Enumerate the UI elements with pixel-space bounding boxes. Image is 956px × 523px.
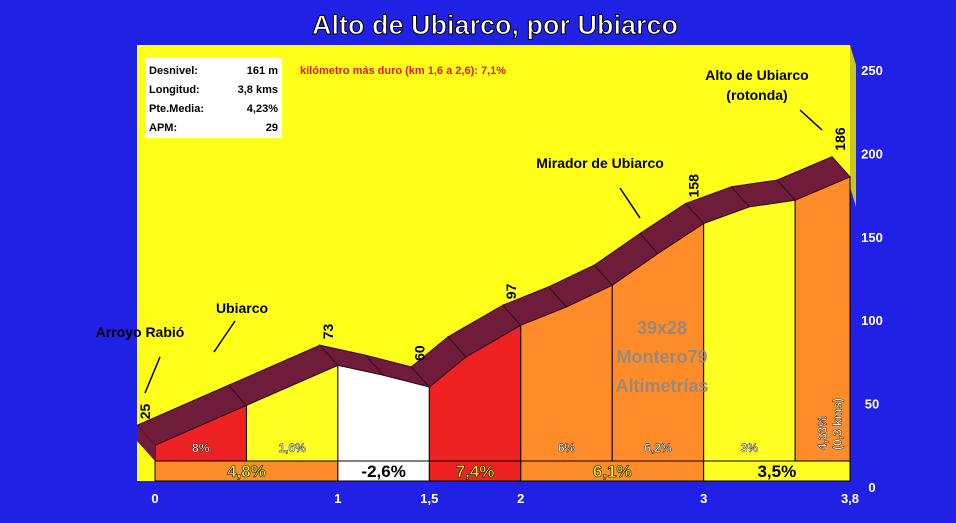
stats-value-2: 4,23% — [247, 103, 278, 115]
summary-grade-4: 3,5% — [757, 462, 796, 481]
y-tick-3: 150 — [861, 230, 883, 245]
segment-grade-6: 3% — [741, 441, 759, 455]
y-tick-5: 250 — [861, 63, 883, 78]
place-pointer-3 — [799, 109, 823, 131]
watermark-line-0: 39x28 — [637, 318, 687, 338]
place-label-0: Arroyo Rabió — [96, 324, 185, 340]
ribbon-left-cap — [137, 425, 155, 461]
segment-grade-line: (0,3 kms) — [831, 398, 845, 450]
hardest-km-note: kilómetro más duro (km 1,6 a 2,6): 7,1% — [300, 65, 506, 77]
ribbon-face-12 — [776, 156, 851, 201]
place-pointer-1 — [213, 320, 236, 353]
segment-grade-7: 4,33%(0,3 kms) — [816, 398, 845, 450]
altitude-label-0: 25 — [137, 404, 153, 420]
watermark-line-1: Montero79 — [616, 347, 707, 367]
summary-grade-0: 4,8% — [227, 462, 266, 481]
segment-grade-line: 4,33% — [816, 416, 830, 450]
x-tick-2: 1,5 — [420, 491, 438, 506]
y-tick-0: 0 — [868, 480, 875, 495]
watermark-line-2: Altimetrías — [615, 376, 708, 396]
summary-grade-3: 6,1% — [593, 462, 632, 481]
place-label-2: Mirador de Ubiarco — [536, 155, 664, 171]
segment-grade-4: 6% — [558, 441, 576, 455]
y-tick-4: 200 — [861, 146, 883, 161]
y-tick-1: 50 — [865, 397, 879, 412]
chart-title: Alto de Ubiarco, por Ubiarco — [312, 10, 678, 40]
segment-grade-0: 8% — [192, 441, 210, 455]
stats-value-1: 3,8 kms — [238, 84, 278, 96]
altitude-label-4: 158 — [686, 174, 702, 198]
summary-grade-1: -2,6% — [361, 462, 405, 481]
altitude-label-1: 73 — [320, 323, 336, 339]
place-pointer-2 — [619, 187, 641, 219]
stats-label-2: Pte.Media: — [149, 103, 204, 115]
stats-value-3: 29 — [266, 122, 278, 134]
segment-grade-5: 6,2% — [644, 441, 672, 455]
x-tick-1: 1 — [334, 491, 341, 506]
place-pointer-0 — [144, 356, 161, 394]
stats-value-0: 161 m — [247, 65, 278, 77]
place-label-3: Alto de Ubiarco — [705, 67, 808, 83]
stats-label-0: Desnivel: — [149, 65, 198, 77]
y-tick-2: 100 — [861, 313, 883, 328]
place-label-1: Ubiarco — [216, 300, 268, 316]
x-tick-4: 3 — [700, 491, 707, 506]
stats-label-1: Longitud: — [149, 84, 200, 96]
altitude-label-3: 97 — [503, 283, 519, 299]
chart-panel-side — [850, 45, 856, 207]
segment-grade-1: 1,6% — [278, 441, 306, 455]
stats-box — [145, 58, 282, 138]
x-tick-3: 2 — [517, 491, 524, 506]
place-label-3: (rotonda) — [726, 87, 787, 103]
summary-grade-2: 7,4% — [456, 462, 495, 481]
altitude-label-2: 60 — [411, 345, 427, 361]
x-tick-5: 3,8 — [841, 491, 859, 506]
stats-label-3: APM: — [149, 122, 177, 134]
x-tick-0: 0 — [151, 491, 158, 506]
altitude-label-5: 186 — [832, 127, 848, 151]
summary-bar-4 — [703, 460, 851, 482]
segment-fill-6 — [703, 199, 796, 462]
